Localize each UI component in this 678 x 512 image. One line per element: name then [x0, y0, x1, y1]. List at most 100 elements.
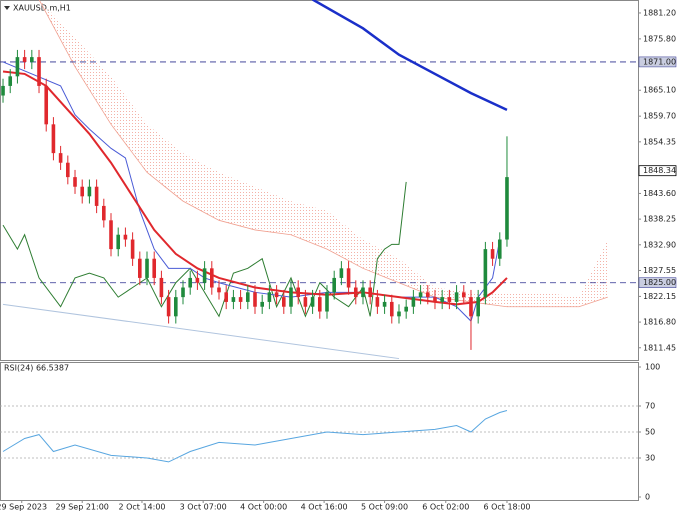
x-tick-label: 2 Oct 14:00	[118, 503, 165, 512]
y-tick-label: 1822.15	[643, 292, 676, 301]
y-tick-label: 30	[645, 454, 655, 463]
candle-body	[411, 297, 416, 307]
candle-body	[425, 292, 430, 298]
candle-body	[253, 292, 257, 307]
candle-body	[224, 292, 229, 302]
candle-body	[397, 311, 401, 317]
x-tick-label: 3 Oct 07:00	[180, 503, 227, 512]
candle-body	[325, 292, 329, 312]
ichimoku-cloud	[39, 0, 608, 307]
y-tick-label: 1816.80	[643, 318, 676, 327]
candle-body	[30, 57, 34, 62]
candle-body	[260, 301, 264, 307]
candle-body	[274, 292, 279, 298]
candle-body	[469, 297, 473, 317]
candle-body	[217, 287, 221, 293]
level-label: 1825.00	[643, 278, 676, 287]
candle-body	[159, 277, 164, 298]
candle-body	[505, 177, 509, 240]
y-tick-label: 50	[645, 428, 655, 437]
candle-body	[281, 297, 286, 307]
candle-body	[497, 239, 502, 259]
candle-body	[80, 186, 85, 197]
rsi-title: RSI(24) 66.5387	[4, 364, 69, 373]
y-tick-label: 1859.70	[643, 112, 676, 121]
candle-body	[245, 292, 250, 302]
y-tick-label: 70	[645, 402, 655, 411]
candle-body	[73, 177, 77, 187]
candle-body	[238, 297, 243, 302]
y-tick-label: 1881.20	[643, 8, 676, 17]
candle-body	[181, 287, 185, 298]
price-label: 1848.34	[643, 166, 676, 175]
candle-body	[138, 258, 142, 278]
candle-body	[166, 297, 171, 317]
candle-body	[174, 297, 178, 317]
x-tick-label: 6 Oct 18:00	[483, 503, 530, 512]
y-tick-label: 0	[645, 493, 650, 502]
y-tick-label: 1832.90	[643, 240, 676, 249]
candle-body	[404, 306, 408, 312]
candle-body	[339, 268, 344, 278]
candle-body	[389, 301, 394, 317]
y-tick-label: 100	[645, 363, 660, 372]
candle-body	[476, 297, 480, 317]
candle-body	[51, 124, 56, 154]
candle-body	[382, 301, 387, 307]
candle-body	[303, 297, 308, 307]
cloud-edge	[38, 0, 608, 308]
y-tick-label: 1875.80	[643, 34, 676, 43]
candle-body	[440, 297, 444, 302]
candle-body	[15, 57, 20, 77]
candle-body	[353, 287, 358, 298]
rsi-line	[2, 410, 508, 463]
candle-body	[94, 186, 99, 206]
candle-body	[361, 287, 365, 298]
candle-body	[102, 205, 106, 221]
candle-body	[418, 292, 423, 298]
x-tick-label: 29 Sep 2023	[0, 503, 47, 512]
candle-body	[195, 277, 200, 283]
level-label: 1871.00	[643, 57, 676, 66]
x-tick-label: 4 Oct 00:00	[240, 503, 287, 512]
candle-body	[66, 162, 70, 178]
x-tick-label: 6 Oct 02:00	[422, 503, 469, 512]
price-label-box	[638, 165, 677, 177]
y-tick-label: 1811.45	[643, 343, 676, 352]
candle-body	[152, 258, 157, 278]
candle-body	[289, 287, 293, 307]
candle-body	[368, 287, 372, 298]
candle-body	[37, 57, 41, 86]
rsi-frame	[0, 362, 639, 501]
main-frame	[0, 0, 639, 361]
indicator-line	[2, 303, 400, 360]
y-tick-label: 1854.35	[643, 137, 676, 146]
candle-body	[210, 268, 214, 288]
candle-body	[145, 258, 149, 278]
candle-body	[1, 85, 5, 96]
x-tick-label: 5 Oct 09:00	[361, 503, 408, 512]
candle-body	[8, 76, 13, 86]
level-label-box	[638, 56, 677, 68]
candle-body	[130, 239, 135, 259]
candle-body	[202, 268, 207, 283]
chart-title: XAUUSD.m,H1	[13, 4, 71, 13]
candle-body	[490, 249, 495, 259]
candle-body	[188, 277, 193, 288]
menu-icon[interactable]	[4, 6, 10, 10]
candle-body	[116, 234, 121, 250]
y-tick-label: 1843.60	[643, 189, 676, 198]
candle-body	[447, 297, 452, 302]
candle-body	[375, 297, 380, 307]
candle-body	[317, 297, 322, 312]
y-tick-label: 1838.25	[643, 215, 676, 224]
candle-body	[296, 287, 300, 298]
candle-body	[433, 297, 437, 302]
candle-body	[310, 297, 315, 307]
level-label-box	[638, 277, 677, 288]
candle-body	[87, 186, 92, 197]
candle-body	[58, 153, 63, 163]
y-tick-label: 1865.10	[643, 86, 676, 95]
indicator-line	[311, 0, 508, 112]
candle-body	[109, 220, 113, 250]
